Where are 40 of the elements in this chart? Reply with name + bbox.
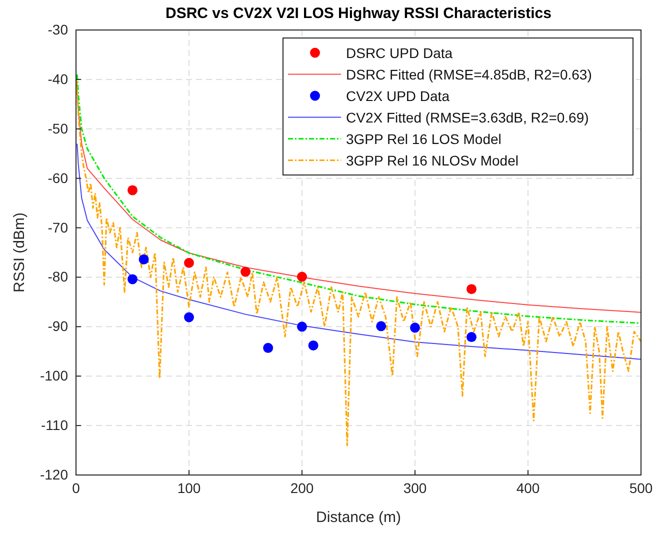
- y-tick-label: -80: [48, 268, 68, 285]
- point: [240, 266, 250, 277]
- y-tick-label: -30: [48, 21, 68, 38]
- legend-label: CV2X Fitted (RMSE=3.63dB, R2=0.69): [346, 109, 589, 126]
- legend-label: CV2X UPD Data: [346, 88, 450, 104]
- y-tick-label: -70: [48, 219, 68, 236]
- point: [410, 322, 420, 333]
- legend-label: DSRC Fitted (RMSE=4.85dB, R2=0.63): [346, 66, 592, 82]
- y-tick-label: -100: [40, 368, 68, 384]
- x-tick-label: 300: [403, 480, 427, 496]
- line-series: [76, 143, 642, 360]
- point: [128, 185, 138, 196]
- x-tick-label: 500: [629, 480, 653, 496]
- y-tick-label: -40: [48, 70, 68, 87]
- y-tick-label: -60: [48, 170, 68, 186]
- point: [297, 322, 307, 332]
- x-tick-label: 400: [516, 480, 540, 496]
- point: [184, 258, 194, 268]
- y-axis-title: RSSI (dBm): [11, 212, 28, 293]
- point: [376, 321, 386, 332]
- point: [308, 340, 318, 350]
- legend-label: 3GPP Rel 16 LOS Model: [346, 130, 502, 147]
- legend-label: 3GPP Rel 16 NLOSv Model: [346, 152, 518, 168]
- point: [128, 274, 138, 284]
- point: [466, 332, 476, 342]
- x-axis-title: Distance (m): [316, 509, 402, 526]
- legend-label: DSRC UPD Data: [346, 44, 453, 61]
- y-tick-label: -110: [41, 417, 68, 434]
- y-tick-label: -90: [48, 318, 68, 334]
- point: [297, 272, 307, 282]
- point: [466, 284, 476, 294]
- y-tick-label: -50: [48, 120, 68, 136]
- x-tick-label: 0: [72, 480, 80, 496]
- point: [184, 312, 194, 322]
- point: [138, 254, 149, 264]
- x-tick-label: 200: [290, 480, 314, 496]
- x-tick-label: 100: [177, 480, 201, 496]
- y-tick-label: -120: [40, 466, 68, 482]
- chart-title: DSRC vs CV2X V2I LOS Highway RSSI Characteristics: [166, 5, 552, 22]
- point: [263, 342, 274, 353]
